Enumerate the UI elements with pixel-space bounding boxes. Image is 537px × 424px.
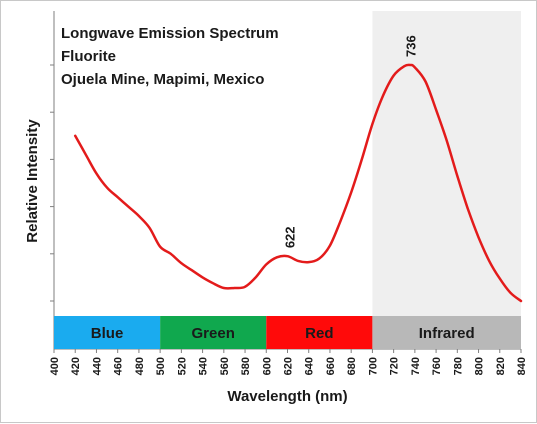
- x-tick-label-480: 480: [134, 357, 146, 375]
- band-label-blue: Blue: [91, 325, 124, 342]
- band-red: [266, 316, 373, 349]
- x-tick-label-440: 440: [91, 357, 103, 375]
- x-tick-label-640: 640: [304, 357, 316, 375]
- chart-title-line-2: Fluorite: [61, 48, 116, 65]
- x-tick-label-800: 800: [474, 357, 486, 375]
- infrared-shaded-region: [372, 11, 521, 316]
- x-tick-label-740: 740: [410, 357, 422, 375]
- x-tick-label-520: 520: [176, 357, 188, 375]
- x-tick-label-720: 720: [389, 357, 401, 375]
- peak-label-622: 622: [283, 226, 298, 248]
- x-tick-label-540: 540: [198, 357, 210, 375]
- spectrum-line-0: [73, 63, 523, 303]
- band-label-infrared: Infrared: [419, 325, 475, 342]
- x-tick-label-600: 600: [261, 357, 273, 375]
- x-tick-label-760: 760: [431, 357, 443, 375]
- peak-label-736: 736: [404, 35, 419, 57]
- x-tick-label-660: 660: [325, 357, 337, 375]
- x-tick-label-780: 780: [452, 357, 464, 375]
- x-tick-label-580: 580: [240, 357, 252, 375]
- x-tick-label-400: 400: [49, 357, 61, 375]
- band-label-red: Red: [305, 325, 333, 342]
- x-tick-label-680: 680: [346, 357, 358, 375]
- x-tick-label-820: 820: [495, 357, 507, 375]
- chart-title-line-3: Ojuela Mine, Mapimi, Mexico: [61, 71, 264, 88]
- x-tick-label-420: 420: [70, 357, 82, 375]
- band-label-green: Green: [192, 325, 235, 342]
- x-tick-label-560: 560: [219, 357, 231, 375]
- x-tick-label-460: 460: [113, 357, 125, 375]
- band-infrared: [372, 316, 521, 349]
- band-green: [160, 316, 267, 349]
- x-tick-label-620: 620: [283, 357, 295, 375]
- y-axis-label: Relative Intensity: [24, 119, 41, 243]
- chart-title-line-1: Longwave Emission Spectrum: [61, 25, 279, 42]
- x-axis-label: Wavelength (nm): [227, 388, 347, 405]
- x-tick-label-840: 840: [516, 357, 528, 375]
- band-blue: [54, 316, 161, 349]
- x-tick-label-700: 700: [367, 357, 379, 375]
- x-tick-label-500: 500: [155, 357, 167, 375]
